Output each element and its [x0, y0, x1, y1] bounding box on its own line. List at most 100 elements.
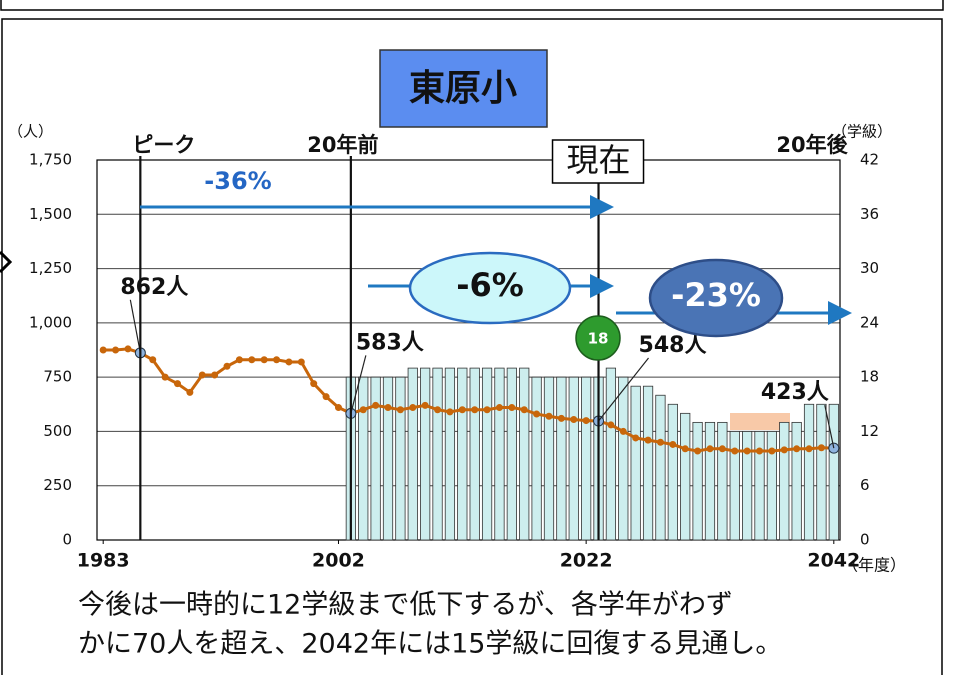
point: [458, 406, 466, 414]
bar: [667, 403, 678, 541]
value-label: 423人: [761, 380, 829, 405]
bar: [816, 403, 827, 541]
y-tick-label: 1,250: [29, 259, 72, 277]
point: [533, 410, 541, 418]
y-tick-label: 1,750: [29, 151, 72, 169]
class-badge: [575, 315, 621, 361]
caption-line: 今後は一時的に12学級まで低下するが、各学年がわず: [78, 590, 733, 621]
annotation: 18: [588, 330, 609, 348]
point: [161, 373, 169, 381]
y-tick-label: 1,000: [29, 313, 72, 331]
point: [669, 440, 677, 448]
point: [619, 427, 627, 435]
annotation: -36%: [204, 167, 271, 195]
y-tick-label: 750: [43, 368, 72, 386]
bar: [791, 421, 802, 541]
point: [409, 404, 417, 412]
y-tick-label: 250: [43, 476, 72, 494]
point: [310, 380, 318, 388]
bar: [729, 431, 740, 541]
bar: [828, 403, 839, 541]
point: [768, 447, 776, 455]
bar: [766, 431, 777, 541]
bar: [581, 376, 592, 541]
point: [421, 401, 429, 409]
point: [545, 412, 553, 420]
point: [434, 406, 442, 414]
point: [359, 406, 367, 414]
y2-tick-label: 24: [860, 313, 879, 331]
change-bubble: [648, 258, 784, 338]
bar: [432, 367, 443, 541]
point: [632, 434, 640, 442]
bar: [655, 394, 666, 541]
chart-title: 東原小: [409, 68, 517, 109]
panel-frame: [1, 18, 943, 675]
bar: [742, 431, 753, 541]
point: [780, 446, 788, 454]
bar: [605, 367, 617, 541]
annotation: 20年後: [776, 133, 848, 157]
point: [706, 445, 714, 453]
y2-tick-label: 36: [860, 205, 879, 223]
bar: [469, 367, 480, 541]
annotation: -23%: [671, 276, 761, 314]
x-tick-label: 2022: [560, 550, 613, 572]
bar: [803, 403, 815, 541]
bar: [494, 367, 505, 541]
point: [756, 447, 764, 455]
y2-tick-label: 0: [860, 531, 870, 549]
bar: [457, 367, 468, 541]
bar: [382, 376, 394, 541]
y2-tick-label: 12: [860, 422, 879, 440]
bar: [556, 376, 567, 541]
point: [471, 406, 479, 414]
y-tick-label: 1,500: [29, 205, 72, 223]
point: [223, 362, 231, 370]
point: [211, 371, 219, 379]
side-marker: [0, 250, 13, 274]
point: [99, 346, 107, 354]
leader-line: [824, 405, 835, 449]
point: [396, 406, 404, 414]
point: [372, 401, 380, 409]
bar: [531, 376, 542, 541]
point: [322, 393, 330, 401]
y2-tick-label: 18: [860, 368, 879, 386]
bar: [420, 367, 431, 541]
x-tick-label: 1983: [77, 550, 130, 572]
point: [235, 356, 243, 364]
reference-label: 現在: [567, 141, 631, 179]
bar: [519, 367, 530, 541]
point: [805, 445, 813, 453]
point: [656, 438, 664, 446]
y2-tick-label: 30: [860, 259, 879, 277]
point: [718, 445, 726, 453]
point: [384, 404, 392, 412]
point: [644, 436, 652, 444]
bar: [506, 367, 517, 541]
point: [186, 388, 194, 396]
point: [334, 404, 342, 412]
reference-label: 20年前: [307, 133, 378, 157]
change-bubble: [408, 251, 572, 325]
bar: [407, 367, 418, 541]
point: [483, 406, 491, 414]
plot-frame: [96, 159, 841, 541]
x-unit: （年度）: [842, 556, 906, 575]
point: [570, 415, 578, 423]
bar: [395, 376, 406, 541]
value-label: 548人: [639, 333, 707, 358]
annotation: -6%: [456, 266, 524, 304]
bar: [717, 421, 728, 541]
value-label: 862人: [120, 275, 188, 300]
caption-line: かに70人を超え、2042年には15学級に回復する見通し。: [78, 629, 782, 660]
point: [582, 417, 590, 425]
bar: [680, 412, 691, 541]
leader-line: [598, 357, 649, 422]
y-tick-label: 0: [62, 531, 72, 549]
title-box: [379, 49, 548, 128]
bar: [692, 421, 703, 541]
bar: [543, 376, 555, 541]
